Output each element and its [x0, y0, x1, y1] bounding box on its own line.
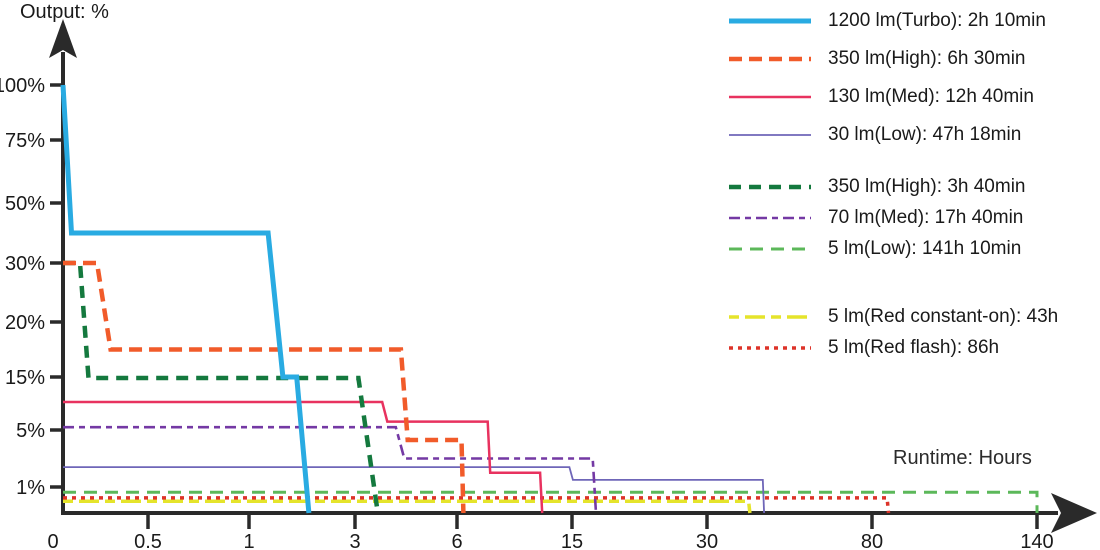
x-tick-label: 1 [243, 531, 254, 550]
legend-swatch-line [729, 216, 811, 220]
y-tick-label: 5% [16, 420, 45, 442]
legend-swatch-line [729, 346, 811, 350]
legend-item-label: 5 lm(Red constant-on): 43h [828, 306, 1059, 327]
legend-item-label: 70 lm(Med): 17h 40min [828, 207, 1024, 228]
legend-item-med70: 70 lm(Med): 17h 40min [726, 205, 1058, 231]
series-line-high350B [63, 260, 381, 514]
x-tick-label: 6 [451, 531, 462, 550]
series-line-turbo1200 [60, 84, 312, 514]
legend-item-label: 1200 lm(Turbo): 2h 10min [828, 10, 1046, 31]
legend-group: 350 lm(High): 3h 40min 70 lm(Med): 17h 40… [726, 174, 1058, 262]
y-tick-label: 100% [0, 75, 45, 97]
series-line-high350A [63, 260, 466, 514]
y-tick-label: 15% [5, 367, 45, 389]
legend: 1200 lm(Turbo): 2h 10min 350 lm(High): 6h… [726, 8, 1058, 366]
legend-item-label: 350 lm(High): 6h 30min [828, 48, 1026, 69]
legend-item-high350B: 350 lm(High): 3h 40min [726, 174, 1058, 200]
legend-swatch-line [729, 184, 811, 190]
series-line-med130 [63, 400, 544, 514]
legend-item-turbo1200: 1200 lm(Turbo): 2h 10min [726, 8, 1058, 34]
legend-swatch-line [729, 95, 811, 99]
x-tick-label: 3 [349, 531, 360, 550]
legend-group: 1200 lm(Turbo): 2h 10min 350 lm(High): 6h… [726, 8, 1058, 148]
legend-item-med130: 130 lm(Med): 12h 40min [726, 84, 1058, 110]
series-line-low30 [63, 466, 765, 514]
series-line-med70 [63, 425, 598, 514]
x-tick-label: 140 [1020, 531, 1053, 550]
legend-group-gap [726, 267, 1058, 304]
x-tick-label: 15 [561, 531, 583, 550]
legend-item-low5: 5 lm(Low): 141h 10min [726, 236, 1058, 262]
legend-item-label: 350 lm(High): 3h 40min [828, 176, 1026, 197]
legend-item-high350A: 350 lm(High): 6h 30min [726, 46, 1058, 72]
x-axis-title: Runtime: Hours [893, 447, 1032, 469]
y-axis-title: Output: % [20, 1, 109, 23]
legend-group: 5 lm(Red constant-on): 43h 5 lm(Red flash… [726, 304, 1058, 361]
series-line-red_const [63, 499, 752, 514]
y-tick-label: 20% [5, 312, 45, 334]
legend-item-label: 5 lm(Low): 141h 10min [828, 238, 1022, 259]
y-tick-label: 50% [5, 193, 45, 215]
x-tick-label: 0 [47, 531, 58, 550]
x-tick-label: 0.5 [134, 531, 162, 550]
legend-group-gap [726, 160, 1058, 174]
x-axis-arrowhead-icon [1051, 493, 1097, 533]
legend-swatch-line [729, 18, 811, 24]
series-line-low5 [63, 490, 1039, 513]
legend-item-label: 30 lm(Low): 47h 18min [828, 124, 1022, 145]
legend-swatch-line [729, 56, 811, 62]
legend-item-label: 130 lm(Med): 12h 40min [828, 86, 1034, 107]
x-tick-label: 30 [696, 531, 718, 550]
legend-swatch-line [729, 134, 811, 136]
y-axis-arrowhead-icon [49, 19, 77, 58]
y-tick-label: 30% [5, 253, 45, 275]
x-tick-label: 80 [861, 531, 883, 550]
legend-swatch-line [729, 315, 811, 319]
legend-item-label: 5 lm(Red flash): 86h [828, 337, 1000, 358]
y-tick-label: 1% [16, 477, 45, 499]
y-tick-label: 75% [5, 130, 45, 152]
legend-item-low30: 30 lm(Low): 47h 18min [726, 122, 1058, 148]
legend-swatch-line [729, 247, 811, 251]
legend-item-red_const: 5 lm(Red constant-on): 43h [726, 304, 1058, 330]
legend-item-red_flash: 5 lm(Red flash): 86h [726, 335, 1058, 361]
